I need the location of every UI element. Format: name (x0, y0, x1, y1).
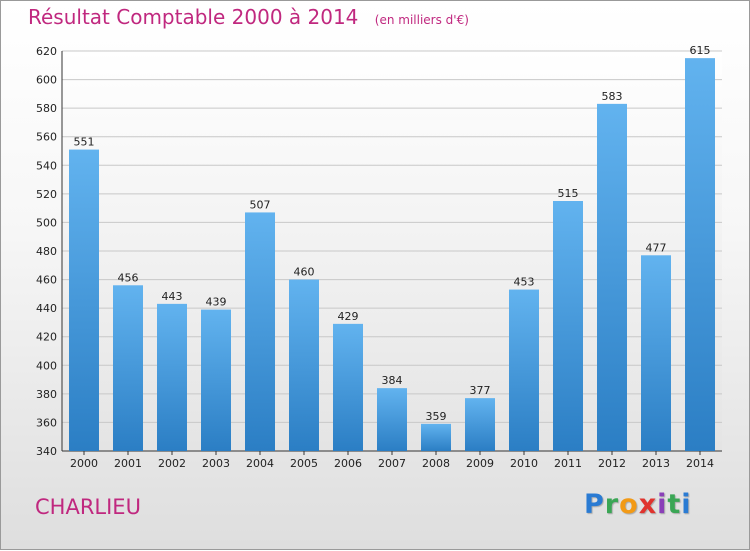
y-tick-label: 500 (36, 216, 57, 229)
logo-letter: P (584, 489, 605, 520)
value-label-2009: 377 (470, 384, 491, 397)
y-tick-label: 460 (36, 274, 57, 287)
value-label-2001: 456 (118, 271, 139, 284)
x-tick-label-2013: 2013 (642, 457, 670, 470)
bar-2005 (289, 279, 319, 451)
chart-title: Résultat Comptable 2000 à 2014 (en milli… (28, 5, 469, 29)
x-tick-label-2004: 2004 (246, 457, 274, 470)
value-label-2000: 551 (74, 136, 95, 149)
y-tick-label: 620 (36, 45, 57, 58)
x-tick-label-2008: 2008 (422, 457, 450, 470)
value-label-2006: 429 (338, 310, 359, 323)
bar-2002 (157, 303, 187, 451)
logo-letter: r (604, 489, 620, 520)
proxiti-logo: Proxiti (584, 489, 692, 520)
value-label-2012: 583 (602, 90, 623, 103)
y-tick-label: 560 (36, 131, 57, 144)
x-tick-label-2002: 2002 (158, 457, 186, 470)
bar-2012 (597, 103, 627, 451)
bar-2007 (377, 388, 407, 451)
chart-subtitle: (en milliers d'€) (374, 13, 469, 27)
y-tick-label: 540 (36, 159, 57, 172)
x-tick-label-2012: 2012 (598, 457, 626, 470)
x-tick-label-2007: 2007 (378, 457, 406, 470)
y-tick-label: 440 (36, 302, 57, 315)
bar-2003 (201, 309, 231, 451)
value-label-2005: 460 (294, 266, 315, 279)
y-tick-label: 380 (36, 388, 57, 401)
bar-2009 (465, 398, 495, 451)
value-label-2003: 439 (206, 296, 227, 309)
value-label-2010: 453 (514, 276, 535, 289)
x-tick-label-2006: 2006 (334, 457, 362, 470)
value-label-2004: 507 (250, 198, 271, 211)
x-tick-label-2003: 2003 (202, 457, 230, 470)
logo-letter: t (667, 489, 682, 520)
y-tick-label: 480 (36, 245, 57, 258)
bar-2008 (421, 423, 451, 451)
x-tick-label-2014: 2014 (686, 457, 714, 470)
bar-2004 (245, 212, 275, 451)
bar-2011 (553, 201, 583, 451)
bar-2000 (69, 149, 99, 452)
bar-2014 (685, 58, 715, 452)
value-label-2011: 515 (558, 187, 579, 200)
x-tick-label-2005: 2005 (290, 457, 318, 470)
x-tick-label-2009: 2009 (466, 457, 494, 470)
logo-letter: x (638, 489, 658, 520)
value-label-2007: 384 (382, 374, 403, 387)
commune-name: CHARLIEU (35, 495, 141, 519)
logo-letter: o (619, 489, 639, 520)
y-tick-label: 520 (36, 188, 57, 201)
y-tick-label: 420 (36, 331, 57, 344)
y-tick-label: 400 (36, 359, 57, 372)
value-label-2014: 615 (690, 44, 711, 57)
x-tick-label-2000: 2000 (70, 457, 98, 470)
x-tick-label-2010: 2010 (510, 457, 538, 470)
x-tick-label-2011: 2011 (554, 457, 582, 470)
y-tick-label: 600 (36, 74, 57, 87)
logo-letter: i (657, 489, 668, 520)
y-tick-label: 360 (36, 416, 57, 429)
y-tick-label: 340 (36, 445, 57, 458)
value-label-2013: 477 (646, 241, 667, 254)
logo-letter: i (681, 489, 692, 520)
x-tick-label-2001: 2001 (114, 457, 142, 470)
value-label-2008: 359 (426, 410, 447, 423)
bar-2006 (333, 323, 363, 451)
title-text: Résultat Comptable 2000 à 2014 (28, 5, 359, 29)
value-label-2002: 443 (162, 290, 183, 303)
y-tick-label: 580 (36, 102, 57, 115)
bar-2010 (509, 289, 539, 451)
bar-2013 (641, 255, 671, 451)
bar-2001 (113, 285, 143, 451)
